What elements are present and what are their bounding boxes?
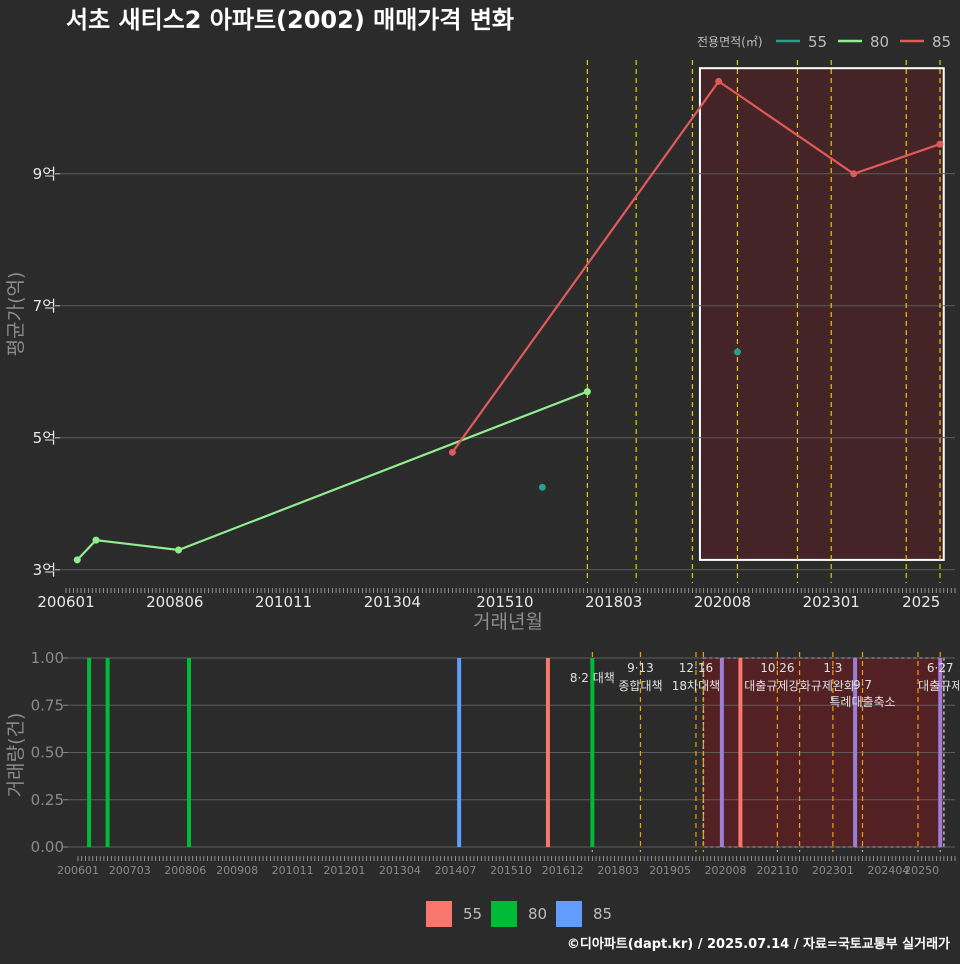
event-label-name: 종합대책 [618,678,662,693]
x-tick-label: 2025 [902,593,940,611]
event-label-name: 대출규제 [918,679,960,693]
x-tick-label-volume: 201304 [379,864,421,877]
legend-label-85: 85 [932,33,951,51]
x-tick-label-volume: 201407 [434,864,476,877]
x-tick-label: 200806 [146,593,203,611]
data-point-55 [538,483,546,491]
event-label-date: 9·7 [853,678,872,692]
x-tick-label-volume: 200908 [216,864,258,877]
event-label-date: 9·13 [627,661,654,675]
chart-title: 서초 새티스2 아파트(2002) 매매가격 변화 [66,6,514,34]
x-tick-label: 202008 [694,593,751,611]
x-tick-label-volume: 202110 [756,864,798,877]
y-tick-label-volume: 1.00 [31,649,64,667]
series-line-80 [76,390,588,561]
x-tick-label: 201011 [255,593,312,611]
top-legend: 전용면적(㎡) 55 80 85 [697,33,951,51]
y-tick-label: 7억 [33,297,56,315]
volume-bar-80 [590,658,595,847]
x-tick-label-volume: 200806 [164,864,206,877]
y-tick-label: 5억 [33,429,56,447]
y-axis-label: 평균가(억) [5,272,27,357]
event-label-date: 10·26 [760,661,794,675]
event-label-name: 대출규제강화 [744,679,810,693]
x-tick-label: 200601 [37,593,94,611]
y-tick-label-volume: 0.75 [31,696,64,714]
y-tick-label: 3억 [33,561,56,579]
highlight-box [698,67,945,561]
y-tick-label-volume: 0.25 [31,791,64,809]
data-point-55 [733,348,741,356]
volume-bar-80 [187,658,192,847]
volume-bar-85 [853,658,858,847]
x-tick-label-volume: 202404 [867,864,909,877]
x-tick-label-volume: 201905 [649,864,691,877]
data-point-85 [448,448,456,456]
y-axis-label-volume: 거래량(건) [5,713,27,798]
y-tick-label: 9억 [33,165,56,183]
volume-bar-80 [87,658,92,847]
x-tick-label-volume: 20250 [904,864,939,877]
x-tick-label-volume: 200703 [109,864,151,877]
legend-label-85-bar: 85 [593,905,612,923]
event-label-date: 1·3 [823,661,842,675]
x-tick-label: 201510 [476,593,533,611]
volume-bar-85 [719,658,724,847]
data-point-80 [73,556,81,564]
volume-chart: 0.00 0.25 0.50 0.75 1.00 8·2 대책 9·13 종합대책 12·16 1… [31,649,960,877]
volume-bar-85 [938,658,943,847]
volume-bar-85 [457,658,462,847]
x-tick-label-volume: 201510 [490,864,532,877]
bottom-legend: 55 80 85 [426,901,612,927]
legend-label-80: 80 [870,33,889,51]
volume-bar-55 [545,658,550,847]
x-tick-label-volume: 202008 [705,864,747,877]
data-point-80 [175,546,183,554]
legend-label-80-bar: 80 [528,905,547,923]
price-chart: 3억 5억 7억 9억 200601 200806 201011 201304 201510 20… [33,60,956,611]
x-tick-label-volume: 200601 [57,864,99,877]
data-point-85 [715,77,723,85]
legend-label-55-bar: 55 [463,905,482,923]
legend-swatch-80-bar [491,901,517,927]
x-tick-label: 201304 [364,593,421,611]
x-tick-label: 201803 [585,593,642,611]
legend-label-55: 55 [808,33,827,51]
data-point-85 [850,170,858,178]
y-tick-label-volume: 0.00 [31,838,64,856]
x-tick-label: 202301 [803,593,860,611]
volume-bar-55 [738,658,743,847]
x-tick-label-volume: 201201 [323,864,365,877]
x-tick-label-volume: 202301 [812,864,854,877]
event-label-date: 6·27 [927,661,954,675]
event-label-date: 12·16 [679,661,713,675]
x-tick-label-volume: 201803 [597,864,639,877]
x-tick-label-volume: 201011 [272,864,314,877]
data-point-80 [583,388,591,396]
legend-title: 전용면적(㎡) [697,35,763,49]
data-point-85 [936,140,944,148]
event-label: 8·2 대책 [570,670,615,685]
volume-bar-80 [105,658,110,847]
data-point-80 [92,536,100,544]
series-line-85 [451,79,941,453]
x-axis-label: 거래년월 [473,611,543,633]
y-tick-label-volume: 0.50 [31,744,64,762]
legend-swatch-85-bar [556,901,582,927]
event-label-name: 18차대책 [672,678,720,693]
x-tick-label-volume: 201612 [542,864,584,877]
event-label-name: 특례대출축소 [829,695,895,709]
caption: ©디아파트(dapt.kr) / 2025.07.14 / 자료=국토교통부 실… [567,936,950,952]
event-label-name: 규제완화 [811,679,855,693]
legend-swatch-55-bar [426,901,452,927]
